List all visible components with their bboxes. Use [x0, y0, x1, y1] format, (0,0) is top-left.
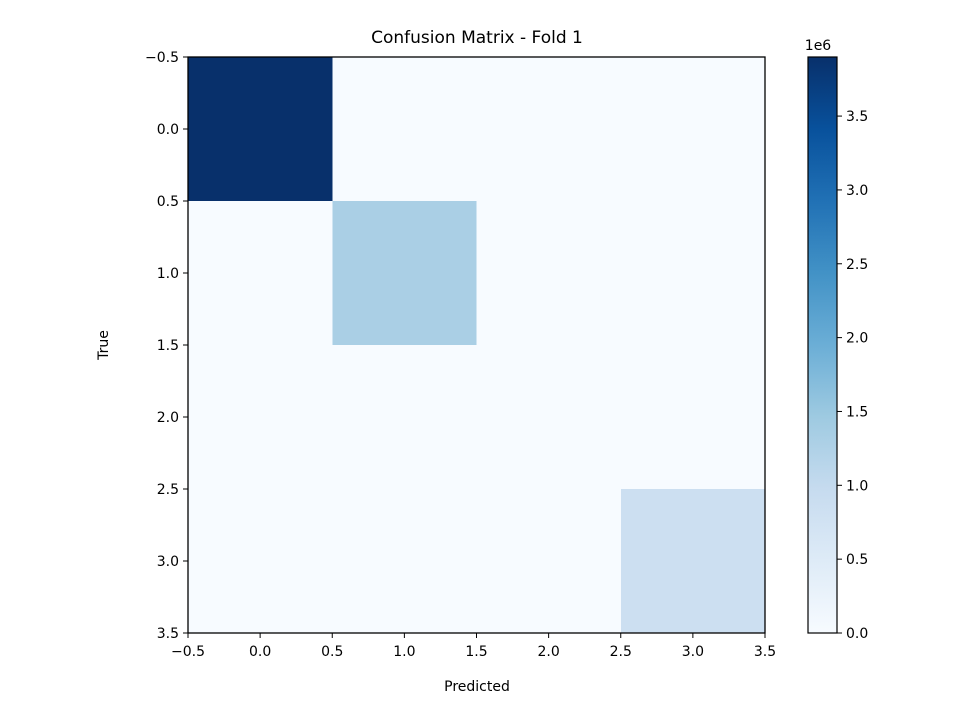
heatmap-cell [188, 201, 333, 345]
colorbar-tick-label: 0.5 [846, 552, 868, 568]
heatmap-cell [620, 345, 765, 489]
heatmap-cell [476, 345, 621, 489]
y-tick-label: 0.5 [157, 194, 179, 210]
heatmap-cell [332, 345, 477, 489]
x-tick-label: −0.5 [171, 644, 205, 660]
colorbar [807, 56, 838, 634]
x-tick-label: 0.5 [321, 644, 343, 660]
heatmap-cell [476, 489, 621, 633]
x-tick-label: 2.0 [537, 644, 559, 660]
colorbar-tick-label: 1.0 [846, 478, 868, 494]
x-tick-label: 1.5 [465, 644, 487, 660]
heatmap-cell [332, 57, 477, 201]
heatmap-cell [476, 201, 621, 345]
heatmap-cell [620, 201, 765, 345]
y-tick-label: 1.0 [157, 266, 179, 282]
x-tick-label: 0.0 [249, 644, 271, 660]
x-tick-label: 3.0 [682, 644, 704, 660]
x-tick-label: 3.5 [754, 644, 776, 660]
y-tick-label: −0.5 [145, 50, 179, 66]
y-axis-ticks: −0.5 0.0 0.5 1.0 1.5 2.0 2.5 3.0 3.5 [145, 50, 188, 642]
y-tick-label: 2.5 [157, 482, 179, 498]
x-tick-label: 2.5 [610, 644, 632, 660]
x-axis-ticks: −0.5 0.0 0.5 1.0 1.5 2.0 2.5 3.0 3.5 [171, 633, 776, 660]
y-tick-label: 2.0 [157, 410, 179, 426]
heatmap-cell [620, 57, 765, 201]
colorbar-tick-label: 3.5 [846, 109, 868, 125]
y-axis-label: True [96, 330, 112, 361]
heatmap-cell [620, 489, 765, 633]
x-axis-label: Predicted [444, 679, 510, 695]
colorbar-tick-label: 3.0 [846, 183, 868, 199]
heatmap-cells [188, 57, 765, 633]
colorbar-offset-label: 1e6 [805, 38, 832, 54]
colorbar-tick-label: 0.0 [846, 626, 868, 642]
heatmap-cell [332, 201, 477, 345]
y-tick-label: 0.0 [157, 122, 179, 138]
y-tick-label: 3.0 [157, 554, 179, 570]
x-tick-label: 1.0 [393, 644, 415, 660]
heatmap-cell [188, 345, 333, 489]
heatmap-cell [332, 489, 477, 633]
heatmap-cell [476, 57, 621, 201]
chart-title: Confusion Matrix - Fold 1 [371, 28, 583, 48]
colorbar-tick-label: 1.5 [846, 404, 868, 420]
heatmap-cell [188, 57, 333, 201]
colorbar-ticks: 0.0 0.5 1.0 1.5 2.0 2.5 3.0 3.5 [837, 109, 868, 642]
heatmap-cell [188, 489, 333, 633]
colorbar-tick-label: 2.0 [846, 331, 868, 347]
y-tick-label: 1.5 [157, 338, 179, 354]
colorbar-tick-label: 2.5 [846, 257, 868, 273]
y-tick-label: 3.5 [157, 626, 179, 642]
